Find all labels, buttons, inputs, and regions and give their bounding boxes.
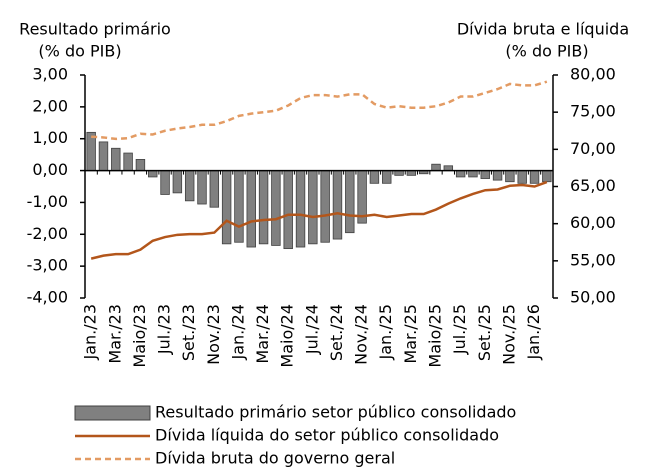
bar [148,170,158,178]
x-tick-label: Nov./24 [352,304,371,365]
bar [345,170,355,234]
bar [455,170,466,178]
y-tick-label: 1,00 [32,128,68,147]
bar [431,163,441,171]
legend-label: Dívida líquida do setor público consolid… [155,426,499,445]
x-tick-label: Set./23 [179,304,198,361]
bar [369,170,380,184]
bar [209,170,220,208]
y-tick-label: -1,00 [27,192,68,211]
x-tick-label: Maio/25 [426,304,445,368]
bar [160,170,170,195]
bar [332,170,343,240]
y-tick-label: 0,00 [32,160,68,179]
bar [283,170,293,250]
y2-tick-label: 50,00 [570,288,616,307]
bar [492,170,503,181]
bar [517,170,527,184]
bar [184,170,195,202]
legend-label: Dívida bruta do governo geral [155,449,395,468]
y-tick-label: -2,00 [27,224,68,243]
line [90,180,548,260]
x-tick-label: Set./25 [475,304,494,361]
y2-tick-label: 70,00 [570,139,616,158]
x-tick-label: Jan./25 [376,304,395,361]
bar [234,170,244,243]
y-axis-title: Resultado primário [19,20,171,39]
y-axis-title: (% do PIB) [38,42,121,61]
y2-tick-label: 80,00 [570,65,616,84]
legend-swatch [74,405,151,421]
x-tick-label: Nov./25 [499,304,518,365]
y2-tick-label: 55,00 [570,250,616,269]
x-tick-label: Mar./24 [253,304,272,364]
bar [123,152,133,171]
bar [320,170,330,243]
legend-label: Resultado primário setor público consoli… [155,403,516,422]
y2-tick-label: 75,00 [570,102,616,121]
x-tick-label: Mar./25 [401,304,420,364]
x-tick-label: Maio/23 [130,304,149,368]
y2-tick-label: 65,00 [570,176,616,195]
x-tick-label: Jul./24 [302,304,321,355]
bar [505,170,515,183]
bar [246,170,256,248]
x-tick-label: Maio/24 [278,304,297,368]
y2-tick-label: 60,00 [570,213,616,232]
x-tick-label: Jan./23 [81,304,100,361]
y2-axis-title: Dívida bruta e líquida [457,20,629,39]
bar [308,170,318,245]
x-tick-label: Jul./23 [155,304,174,355]
y-tick-label: 2,00 [32,96,68,115]
bar [468,170,478,178]
bar [542,170,552,183]
y-tick-label: 3,00 [32,65,68,84]
bar [271,170,281,246]
x-tick-label: Jan./26 [524,304,543,361]
x-tick-label: Mar./23 [105,304,124,364]
bar [111,147,121,171]
bar [197,170,207,205]
line [91,80,548,141]
bar [480,170,490,179]
y2-axis-title: (% do PIB) [505,42,588,61]
y-tick-label: -4,00 [27,288,68,307]
x-tick-label: Jul./25 [450,304,469,355]
bar [135,159,146,171]
bar [382,170,392,184]
bar [258,170,269,245]
x-tick-label: Nov./23 [204,304,223,365]
bar [529,170,540,184]
x-tick-label: Jan./24 [228,304,247,361]
bar [98,141,109,171]
bar [221,170,232,245]
y-tick-label: -3,00 [27,256,68,275]
x-tick-label: Set./24 [327,304,346,361]
bar [295,170,306,248]
bar [172,170,183,194]
